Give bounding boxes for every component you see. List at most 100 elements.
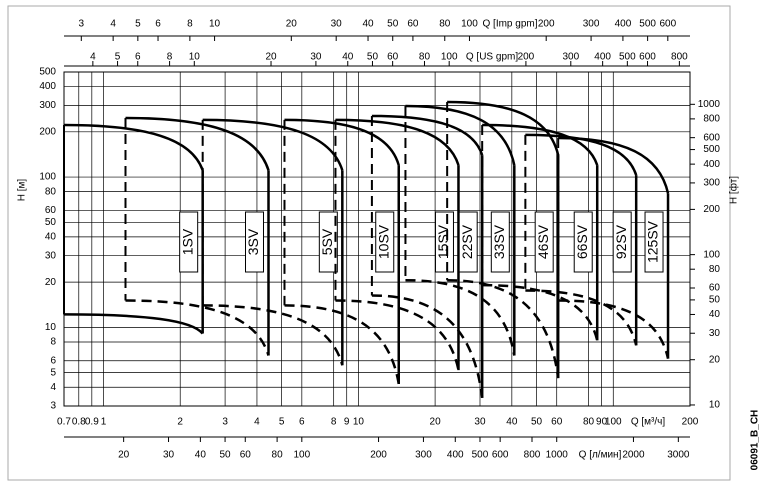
- lower-curve: [125, 299, 270, 356]
- x-tick-label: 90: [596, 417, 608, 428]
- top2-tick-label: 80: [419, 52, 431, 63]
- series-label: 46SV: [535, 224, 551, 259]
- y2-tick-label: 400: [703, 159, 720, 170]
- series-label: 125SV: [645, 220, 661, 263]
- y-tick-label: 50: [45, 217, 57, 228]
- top-tick-label: 50: [387, 19, 399, 30]
- x-tick-label: 40: [506, 417, 518, 428]
- top2-tick-label: 100: [441, 52, 458, 63]
- lower-curve: [335, 299, 460, 371]
- x-tick-label: 200: [682, 417, 699, 428]
- x2-tick-label: 1000: [546, 450, 569, 461]
- x2-tick-label: 500: [472, 450, 489, 461]
- y-tick-label: 8: [50, 337, 56, 348]
- x2-tick-label: 600: [492, 450, 509, 461]
- x2-tick-label: 800: [524, 450, 541, 461]
- upper-curve: [335, 118, 460, 166]
- series-label-box: [434, 211, 454, 273]
- upper-curve: [558, 136, 670, 194]
- lower-curve: [284, 304, 400, 385]
- y2-axis-title: H [фт]: [728, 176, 740, 204]
- y2-tick-label: 60: [709, 283, 721, 294]
- series-label: 10SV: [375, 224, 391, 259]
- lower-curve: [558, 299, 670, 359]
- series-label-box: [179, 211, 199, 273]
- top2-tick-label: 40: [342, 52, 354, 63]
- upper-curve: [525, 133, 638, 176]
- x2-tick-label: 80: [272, 450, 284, 461]
- x-tick-label: 100: [605, 417, 622, 428]
- series-label: 92SV: [613, 224, 629, 259]
- y-tick-label: 6: [50, 355, 56, 366]
- top2-tick-label: 30: [310, 52, 322, 63]
- series-label: 33SV: [491, 224, 507, 259]
- x-tick-label: 10: [353, 417, 365, 428]
- top2-tick-label: 8: [167, 52, 173, 63]
- x-tick-label: 8: [331, 417, 337, 428]
- top-tick-label: 30: [331, 19, 343, 30]
- x2-tick-label: 60: [240, 450, 252, 461]
- series-label: 3SV: [245, 228, 261, 255]
- x-tick-label: 4: [254, 417, 260, 428]
- y-tick-label: 4: [50, 382, 56, 393]
- series-label: 66SV: [574, 224, 590, 259]
- x-tick-label: 2: [177, 417, 183, 428]
- top2-tick-label: 600: [639, 52, 656, 63]
- top-tick-label: 600: [659, 19, 676, 30]
- y-tick-label: 60: [45, 205, 57, 216]
- top2-tick-label: 4: [90, 52, 96, 63]
- y2-tick-label: 500: [703, 144, 720, 155]
- lower-curve: [63, 313, 204, 335]
- top-tick-label: 3: [79, 19, 85, 30]
- x2-tick-label: 2000: [622, 450, 645, 461]
- top-tick-label: 5: [135, 19, 141, 30]
- x-tick-label: 0.7: [57, 417, 71, 428]
- y2-tick-label: 50: [709, 295, 721, 306]
- x-tick-label: 0.8: [72, 417, 86, 428]
- lower-curve: [482, 283, 599, 341]
- top2-tick-label: 500: [619, 52, 636, 63]
- lower-curve: [371, 294, 484, 398]
- y-axis-title: H [м]: [17, 179, 28, 202]
- top-axis-title: Q [Imp gpm]: [482, 19, 537, 30]
- top2-tick-label: 200: [518, 52, 535, 63]
- x-axis-title: Q [м³/ч]: [631, 417, 666, 428]
- lower-curve: [525, 289, 638, 346]
- series-label-box: [458, 211, 478, 273]
- x-tick-label: 80: [583, 417, 595, 428]
- top2-tick-label: 10: [189, 52, 201, 63]
- y2-tick-label: 600: [703, 132, 720, 143]
- lower-curve: [202, 304, 344, 366]
- x-tick-label: 5: [279, 417, 285, 428]
- top-tick-label: 500: [639, 19, 656, 30]
- series-label: 15SV: [435, 224, 451, 259]
- x-tick-label: 6: [299, 417, 305, 428]
- y2-tick-label: 30: [709, 328, 721, 339]
- series-label: 5SV: [319, 228, 335, 255]
- upper-curve: [125, 116, 270, 171]
- y-tick-label: 3: [50, 401, 56, 412]
- chart-code: 06091_B_CH: [750, 410, 761, 471]
- top-tick-label: 300: [583, 19, 600, 30]
- top-tick-label: 6: [155, 19, 161, 30]
- x-tick-label: 3: [222, 417, 228, 428]
- upper-curve: [405, 104, 516, 166]
- top-tick-label: 60: [407, 19, 419, 30]
- x-tick-label: 9: [344, 417, 350, 428]
- series-label-box: [573, 211, 593, 273]
- x2-axis-title: Q [л/мин]: [579, 450, 622, 461]
- x-tick-label: 1: [101, 417, 107, 428]
- y-tick-label: 40: [45, 232, 57, 243]
- top2-tick-label: 20: [265, 52, 277, 63]
- top-tick-label: 8: [187, 19, 193, 30]
- top2-tick-label: 60: [387, 52, 399, 63]
- upper-curve: [284, 118, 400, 166]
- y2-tick-label: 80: [709, 264, 721, 275]
- y-tick-label: 80: [45, 186, 57, 197]
- y-tick-label: 20: [45, 277, 57, 288]
- top-tick-label: 20: [286, 19, 298, 30]
- upper-curve: [63, 123, 204, 171]
- x2-tick-label: 200: [370, 450, 387, 461]
- x-tick-label: 30: [474, 417, 486, 428]
